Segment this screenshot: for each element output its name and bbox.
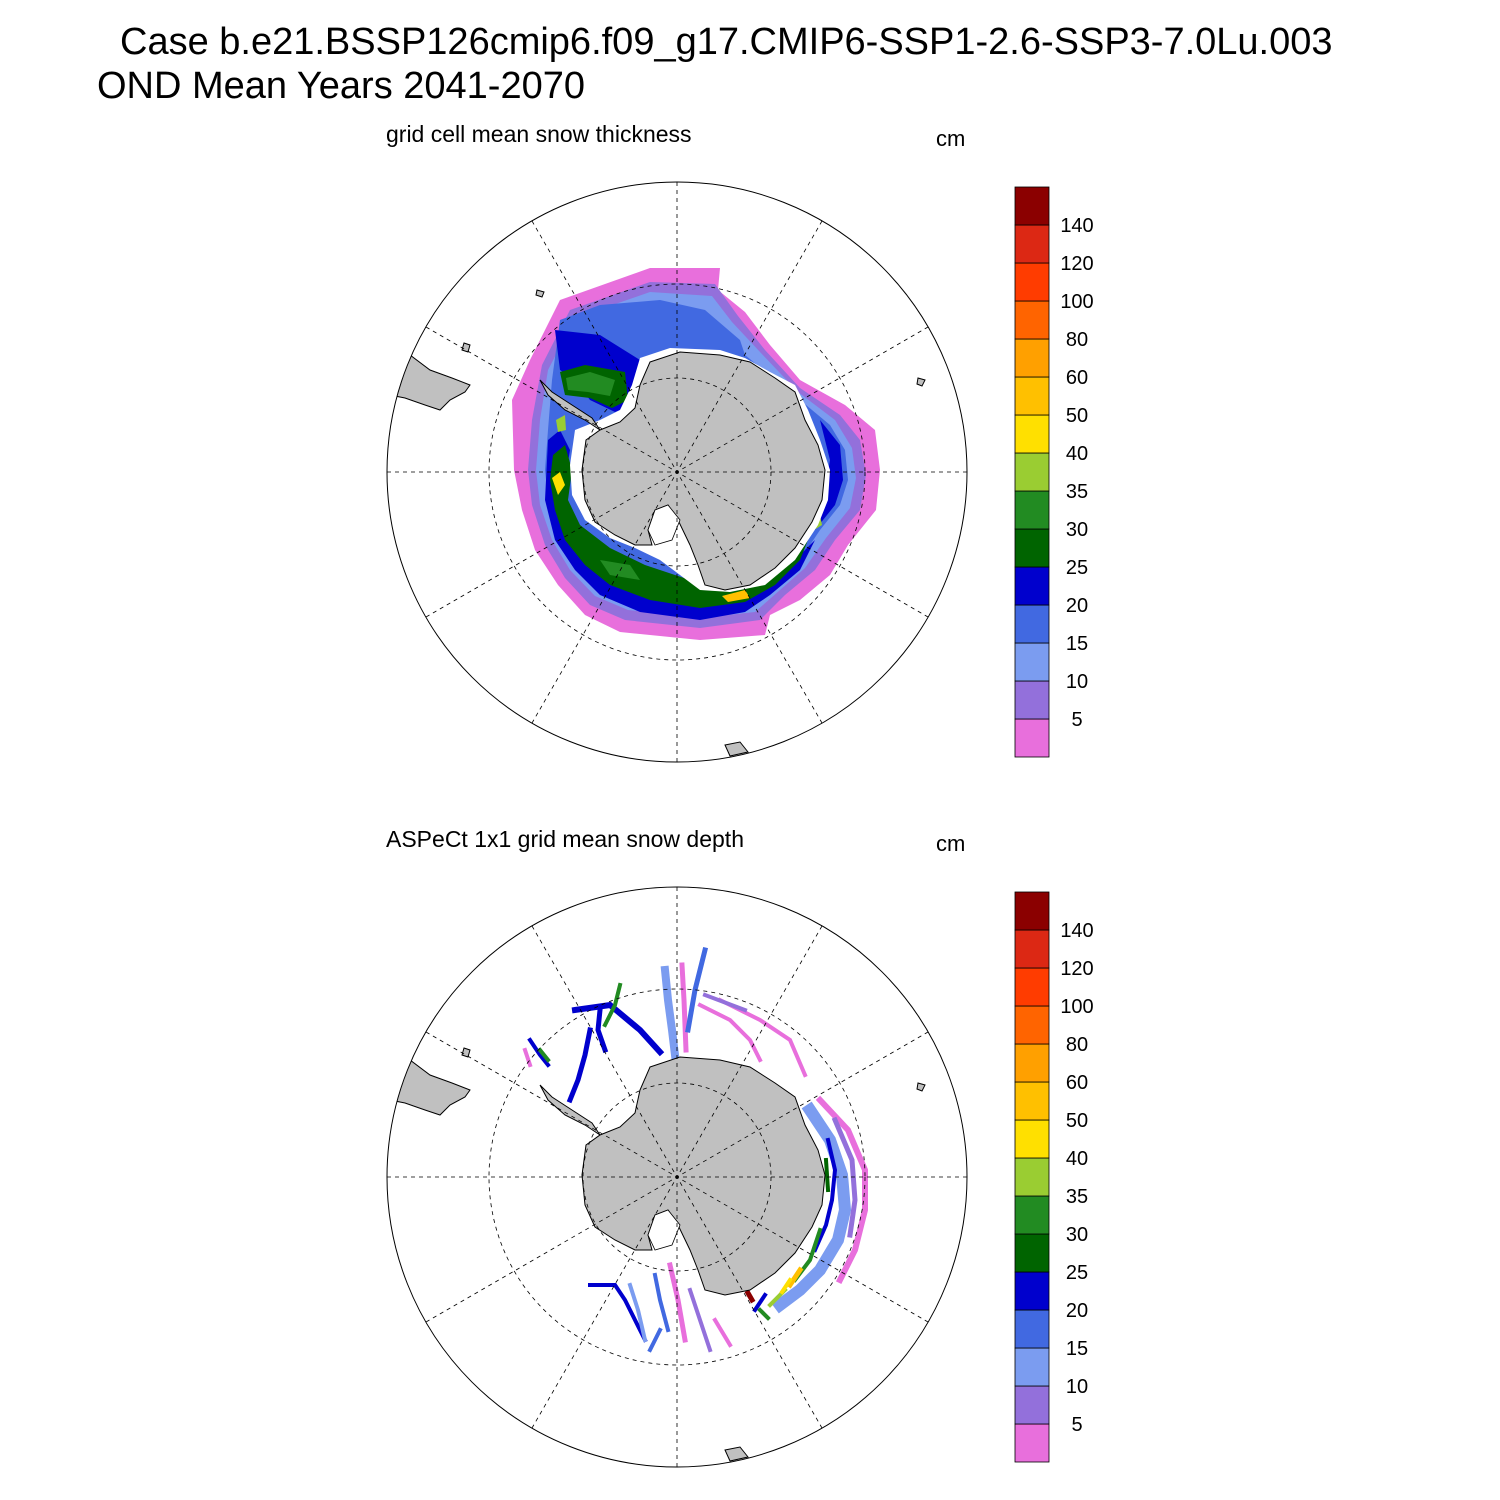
panel-2-colorbar-box-1	[1014, 1385, 1050, 1425]
panel-2-colorbar-label: 60	[1066, 1072, 1088, 1094]
panel-1-colorbar-box-13	[1014, 224, 1050, 264]
antarctica-landmass	[539, 351, 826, 591]
panel-1-colorbar-label: 120	[1060, 253, 1093, 275]
panel-1-colorbar-label: 40	[1066, 443, 1088, 465]
figure-title-line-1: Case b.e21.BSSP126cmip6.f09_g17.CMIP6-SS…	[120, 21, 1333, 63]
panel-2-colorbar-box-9	[1014, 1081, 1050, 1121]
panel-2-colorbar: 5 10 15 20 25 30 35 40 50 60 80 100 120 140	[1014, 891, 1094, 1463]
panel-1-colorbar-label: 60	[1066, 367, 1088, 389]
panel-2-graticule	[387, 887, 967, 1467]
panel-2-colorbar-label: 30	[1066, 1224, 1088, 1246]
panel-1-map-border	[386, 181, 968, 763]
panel-1-colorbar-box-12	[1014, 262, 1050, 302]
panel-2-map-border	[386, 886, 968, 1468]
figure-title-line-2: OND Mean Years 2041-2070	[97, 65, 585, 107]
panel-2-colorbar-box-8	[1014, 1119, 1050, 1159]
panel-2-colorbar-label: 50	[1066, 1110, 1088, 1132]
panel-2-colorbar-box-6	[1014, 1195, 1050, 1235]
panel-1-colorbar-label: 35	[1066, 481, 1088, 503]
panel-2-map	[386, 886, 968, 1468]
panel-2-colorbar-label: 15	[1066, 1338, 1088, 1360]
panel-1-colorbar-label: 50	[1066, 405, 1088, 427]
panel-1-colorbar-label: 30	[1066, 519, 1088, 541]
panel-1-colorbar-label: 20	[1066, 595, 1088, 617]
panel-2-colorbar-label: 40	[1066, 1148, 1088, 1170]
panel-2-colorbar-box-10	[1014, 1043, 1050, 1083]
panel-2-units: cm	[936, 831, 966, 856]
panel-1-colorbar-box-6	[1014, 490, 1050, 530]
panel-2-colorbar-box-14	[1014, 891, 1050, 931]
panel-1-colorbar-label: 15	[1066, 633, 1088, 655]
obs-tracks	[522, 946, 868, 1353]
panel-2-colorbar-box-7	[1014, 1157, 1050, 1197]
antarctica-landmass-2	[539, 1056, 826, 1296]
panel-2-colorbar-box-12	[1014, 967, 1050, 1007]
panel-2-colorbar-box-0	[1014, 1423, 1050, 1463]
panel-1-colorbar-label: 25	[1066, 557, 1088, 579]
panel-2-colorbar-label: 25	[1066, 1262, 1088, 1284]
panel-2-colorbar-label: 20	[1066, 1300, 1088, 1322]
panel-2-colorbar-label: 100	[1060, 996, 1093, 1018]
panel-2-title: ASPeCt 1x1 grid mean snow depth	[386, 826, 744, 852]
panel-2-colorbar-box-2	[1014, 1347, 1050, 1387]
panel-1-graticule	[387, 182, 967, 762]
panel-1-colorbar-label: 5	[1071, 709, 1082, 731]
panel-1-colorbar-label: 100	[1060, 291, 1093, 313]
panel-2-colorbar-label: 80	[1066, 1034, 1088, 1056]
panel-2-colorbar-box-13	[1014, 929, 1050, 969]
panel-2-colorbar-label: 140	[1060, 920, 1093, 942]
panel-1-colorbar-box-0	[1014, 718, 1050, 758]
panel-1-colorbar-box-8	[1014, 414, 1050, 454]
panel-1-colorbar-box-11	[1014, 300, 1050, 340]
panel-1-colorbar: 5 10 15 20 25 30 35 40 50 60 80 100 120 140	[1014, 186, 1094, 758]
panel-2-colorbar-box-3	[1014, 1309, 1050, 1349]
panel-2-colorbar-box-5	[1014, 1233, 1050, 1273]
panel-1-colorbar-box-1	[1014, 680, 1050, 720]
panel-2-colorbar-label: 120	[1060, 958, 1093, 980]
panel-1-colorbar-box-3	[1014, 604, 1050, 644]
panel-2-colorbar-label: 10	[1066, 1376, 1088, 1398]
panel-1-colorbar-label: 10	[1066, 671, 1088, 693]
panel-2-colorbar-label: 35	[1066, 1186, 1088, 1208]
panel-1-colorbar-box-4	[1014, 566, 1050, 606]
panel-1-colorbar-box-7	[1014, 452, 1050, 492]
panel-1-colorbar-box-10	[1014, 338, 1050, 378]
panel-2-colorbar-box-4	[1014, 1271, 1050, 1311]
panel-1-colorbar-label: 140	[1060, 215, 1093, 237]
panel-1-colorbar-box-9	[1014, 376, 1050, 416]
panel-1-colorbar-box-5	[1014, 528, 1050, 568]
panel-1-colorbar-label: 80	[1066, 329, 1088, 351]
panel-1-colorbar-box-14	[1014, 186, 1050, 226]
panel-1-colorbar-box-2	[1014, 642, 1050, 682]
panel-1-map	[386, 181, 968, 763]
panel-1-units: cm	[936, 126, 966, 151]
panel-1-title: grid cell mean snow thickness	[386, 121, 692, 147]
panel-2-colorbar-label: 5	[1071, 1414, 1082, 1436]
panel-2-colorbar-box-11	[1014, 1005, 1050, 1045]
